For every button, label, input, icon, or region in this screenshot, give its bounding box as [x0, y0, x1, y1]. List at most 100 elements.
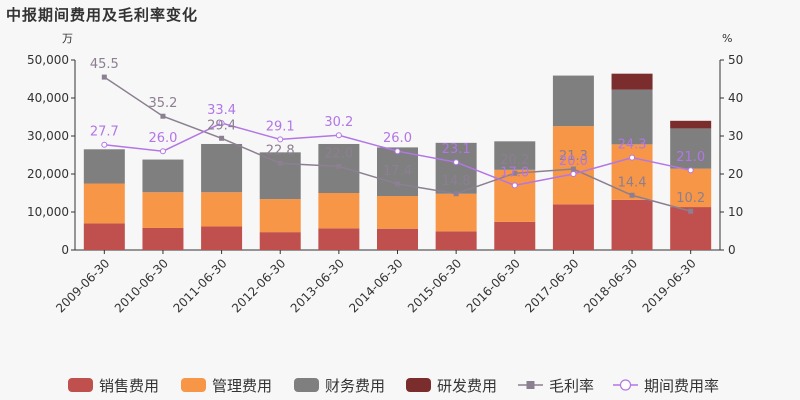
legend-label: 财务费用 — [325, 377, 385, 395]
data-label: 26.0 — [383, 131, 412, 146]
left-tick-label: 0 — [61, 243, 69, 257]
line-marker-circle — [687, 167, 694, 174]
data-label: 21.3 — [559, 149, 588, 164]
right-tick-label: 40 — [728, 91, 743, 105]
bar-segment — [611, 89, 653, 145]
data-label: 14.4 — [618, 175, 647, 190]
right-tick-label: 50 — [728, 53, 743, 67]
line-marker-circle — [629, 154, 636, 161]
bar-segment — [259, 199, 301, 233]
bar-segment — [259, 152, 301, 200]
data-label: 27.7 — [90, 125, 119, 140]
legend-swatch — [294, 378, 319, 392]
lines-layer — [101, 74, 694, 214]
bar-segment — [670, 128, 712, 169]
x-tick-label: 2018-06-30 — [581, 256, 640, 315]
x-tick-label: 2019-06-30 — [640, 256, 699, 315]
bar-segment — [201, 226, 243, 250]
bar-segment — [611, 73, 653, 90]
line-marker-square — [570, 166, 576, 172]
line-marker-circle — [394, 148, 401, 155]
bar-segment — [201, 192, 243, 227]
data-label: 45.5 — [90, 57, 119, 72]
bar-segment — [83, 223, 125, 250]
bar-segment — [435, 193, 477, 232]
bar-segment — [611, 144, 653, 200]
left-tick-label: 30,000 — [27, 129, 69, 143]
bar-segment — [318, 228, 360, 250]
bar-segment — [318, 193, 360, 229]
bar-segment — [435, 231, 477, 250]
bar-segment — [494, 141, 536, 170]
data-label: 20.2 — [500, 153, 529, 168]
legend: 销售费用 管理费用 财务费用 研发费用 毛利率 期间费用率 — [68, 377, 719, 395]
legend-swatch — [181, 378, 206, 392]
legend-label: 管理费用 — [212, 377, 272, 395]
data-label: 17.4 — [383, 164, 412, 179]
x-tick-label: 2010-06-30 — [112, 256, 171, 315]
data-label: 33.4 — [207, 103, 236, 118]
legend-label: 期间费用率 — [644, 377, 719, 395]
bar-segment — [670, 207, 712, 250]
right-tick-label: 0 — [728, 243, 736, 257]
line-marker-square — [629, 192, 635, 198]
bar-segment — [201, 143, 243, 193]
line-marker-circle — [453, 159, 460, 166]
data-label: 35.2 — [148, 96, 177, 111]
data-label: 10.2 — [676, 191, 705, 206]
x-tick-label: 2013-06-30 — [288, 256, 347, 315]
line-marker-square — [101, 74, 107, 80]
data-label: 30.2 — [324, 115, 353, 130]
data-label: 29.1 — [266, 119, 295, 134]
legend-swatch — [68, 378, 93, 392]
bar-segment — [142, 159, 184, 193]
line-marker-circle — [511, 182, 518, 189]
bar-segment — [552, 204, 594, 250]
left-axis-unit: 万 — [62, 32, 73, 45]
bars-layer — [83, 73, 712, 250]
data-label: 17.0 — [500, 165, 529, 180]
bar-segment — [377, 196, 418, 229]
data-label: 29.4 — [207, 118, 236, 133]
x-tick-label: 2011-06-30 — [170, 256, 229, 315]
x-tick-label: 2009-06-30 — [53, 256, 112, 315]
legend-label: 毛利率 — [549, 377, 594, 395]
line-marker-square — [277, 160, 283, 166]
line-marker-circle — [277, 136, 284, 143]
bar-segment — [552, 75, 594, 127]
line-marker-square — [219, 135, 225, 141]
legend-marker-square — [526, 381, 535, 389]
bar-segment — [670, 120, 712, 129]
bar-segment — [670, 168, 712, 208]
data-label: 24.3 — [618, 138, 647, 153]
bar-segment — [552, 126, 594, 205]
bar-segment — [377, 228, 418, 250]
left-tick-label: 50,000 — [27, 53, 69, 67]
line-marker-circle — [570, 171, 577, 177]
right-axis-unit: % — [722, 32, 732, 45]
left-tick-label: 20,000 — [27, 167, 69, 181]
chart-title: 中报期间费用及毛利率变化 — [6, 6, 199, 24]
x-tick-label: 2017-06-30 — [522, 256, 581, 315]
line-marker-square — [336, 163, 342, 169]
bar-segment — [142, 227, 184, 250]
right-tick-label: 10 — [728, 205, 743, 219]
right-tick-label: 30 — [728, 129, 743, 143]
data-label: 23.1 — [442, 142, 471, 157]
bar-segment — [83, 149, 125, 184]
x-tick-label: 2015-06-30 — [405, 256, 464, 315]
bar-segment — [611, 199, 653, 250]
data-labels-layer: 45.5 35.2 29.4 22.8 22.0 17.4 14.8 20.2 21.3 14.4… — [90, 57, 705, 206]
line-marker-square — [395, 181, 400, 187]
data-label: 20.0 — [559, 154, 588, 169]
data-label: 26.0 — [148, 131, 177, 146]
left-tick-label: 40,000 — [27, 91, 69, 105]
legend-label: 研发费用 — [437, 377, 497, 395]
line-marker-circle — [159, 148, 166, 155]
bar-segment — [142, 192, 184, 228]
line-marker-square — [512, 170, 518, 176]
x-tick-label: 2016-06-30 — [464, 256, 523, 315]
data-label: 21.0 — [676, 150, 705, 165]
right-tick-label: 20 — [728, 167, 743, 181]
